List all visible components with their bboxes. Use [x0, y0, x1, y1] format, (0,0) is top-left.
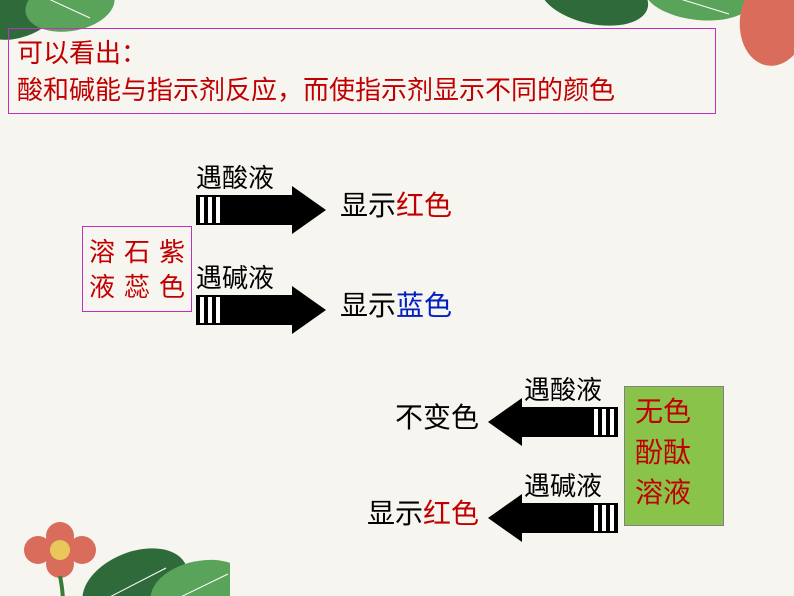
litmus-base-result: 显示蓝色	[340, 284, 452, 324]
litmus-c1: 溶	[89, 235, 115, 270]
pheno-base-group: 遇碱液	[488, 466, 618, 533]
base-label-2: 遇碱液	[524, 466, 618, 503]
arrow-left-icon	[488, 503, 618, 533]
acid-label-2: 遇酸液	[524, 370, 618, 407]
decor-bottom-left	[0, 456, 230, 596]
summary-line2: 酸和碱能与指示剂反应，而使指示剂显示不同的颜色	[17, 70, 707, 107]
red-text: 红色	[396, 191, 452, 222]
arrow-right-icon	[196, 295, 326, 325]
pheno-base-result: 显示红色	[367, 492, 479, 532]
litmus-c6: 色	[159, 270, 185, 305]
summary-line1: 可以看出：	[17, 33, 707, 70]
litmus-c4: 液	[89, 270, 115, 305]
pheno-l3: 溶液	[635, 474, 713, 515]
blue-text: 蓝色	[396, 291, 452, 322]
litmus-base-group: 遇碱液	[196, 258, 326, 325]
litmus-acid-group: 遇酸液	[196, 158, 326, 225]
red-text: 红色	[423, 499, 479, 530]
arrow-right-icon	[196, 195, 326, 225]
show-text: 显示	[340, 291, 396, 322]
pheno-box: 无色 酚酞 溶液	[624, 386, 724, 526]
litmus-c2: 石	[124, 235, 150, 270]
arrow-left-icon	[488, 407, 618, 437]
pheno-l2: 酚酞	[635, 434, 713, 475]
litmus-c3: 紫	[159, 235, 185, 270]
nochange-text: 不变色	[395, 403, 479, 434]
summary-box: 可以看出： 酸和碱能与指示剂反应，而使指示剂显示不同的颜色	[8, 28, 716, 114]
pheno-acid-group: 遇酸液	[488, 370, 618, 437]
pheno-acid-result: 不变色	[395, 396, 479, 436]
pheno-l1: 无色	[635, 393, 713, 434]
litmus-acid-result: 显示红色	[340, 184, 452, 224]
show-text: 显示	[340, 191, 396, 222]
show-text: 显示	[367, 499, 423, 530]
litmus-c5: 蕊	[124, 270, 150, 305]
litmus-box: 溶 石 紫 液 蕊 色	[82, 226, 192, 312]
